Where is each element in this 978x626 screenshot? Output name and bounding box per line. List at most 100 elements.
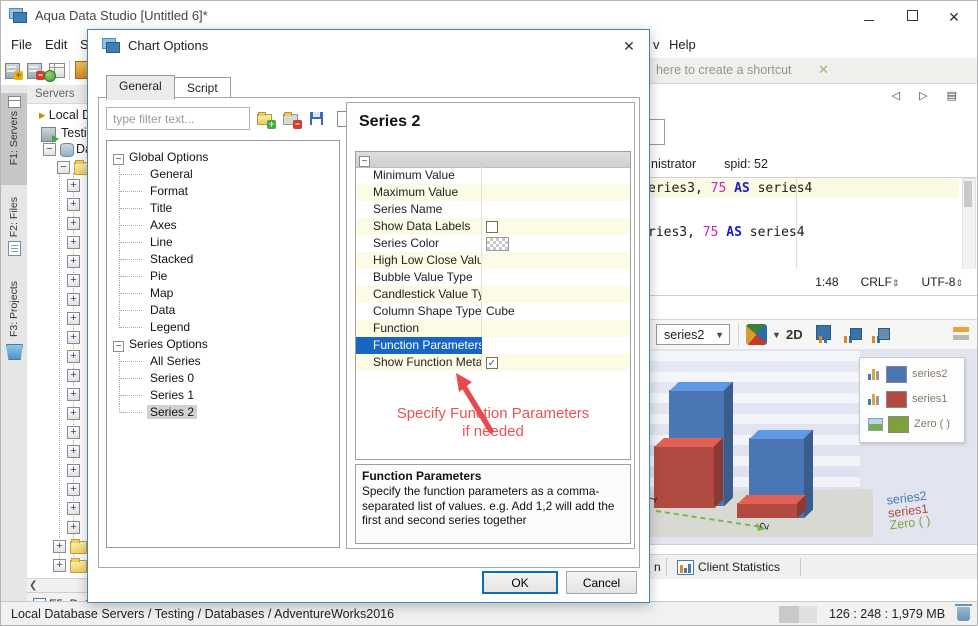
shortcut-close-icon[interactable]: ✕ bbox=[818, 62, 829, 77]
property-row[interactable]: Function bbox=[356, 320, 630, 337]
tree-expand-icon[interactable]: + bbox=[67, 350, 80, 363]
encoding[interactable]: UTF-8⇕ bbox=[921, 275, 963, 289]
tree-expand-icon[interactable]: + bbox=[67, 407, 80, 420]
property-value[interactable] bbox=[482, 337, 630, 354]
tree-expand-icon[interactable]: + bbox=[67, 217, 80, 230]
property-value[interactable] bbox=[482, 252, 630, 269]
property-value[interactable] bbox=[482, 320, 630, 337]
property-row[interactable]: Show Function Meta… ✓ bbox=[356, 354, 630, 371]
property-row[interactable]: Column Shape Type Cube bbox=[356, 303, 630, 320]
tree-expand-icon[interactable]: + bbox=[67, 464, 80, 477]
tree-expand-icon[interactable]: + bbox=[67, 312, 80, 325]
tree-expand-icon[interactable]: + bbox=[67, 255, 80, 268]
menu-partial[interactable]: S bbox=[80, 37, 89, 52]
collapse-icon[interactable]: − bbox=[359, 156, 370, 167]
tree-collapse-icon[interactable]: − bbox=[57, 161, 70, 174]
tree-expand-icon[interactable]: + bbox=[67, 502, 80, 515]
property-row[interactable]: Maximum Value bbox=[356, 184, 630, 201]
property-row[interactable]: Series Name bbox=[356, 201, 630, 218]
tree-expand-icon[interactable]: + bbox=[53, 559, 66, 572]
property-row[interactable]: High Low Close Valu… bbox=[356, 252, 630, 269]
tree-item-testing[interactable]: Testing bbox=[61, 126, 87, 140]
menu-help[interactable]: Help bbox=[669, 37, 696, 52]
tree-item-series-0[interactable]: Series 0 bbox=[107, 370, 339, 387]
tree-expand-icon[interactable]: + bbox=[53, 540, 66, 553]
tab-partial[interactable]: n bbox=[654, 560, 661, 574]
details-tab[interactable]: F5: Det bbox=[27, 592, 87, 601]
property-value[interactable] bbox=[482, 201, 630, 218]
chevron-down-icon[interactable]: ▼ bbox=[772, 330, 781, 340]
cancel-button[interactable]: Cancel bbox=[566, 571, 637, 594]
sql-line[interactable]: eries3, 75 AS series4 bbox=[648, 179, 959, 198]
connection-combo[interactable] bbox=[648, 119, 665, 145]
tree-expand-icon[interactable]: + bbox=[67, 293, 80, 306]
table-data-icon[interactable] bbox=[44, 60, 67, 82]
property-row[interactable]: Candlestick Value Type bbox=[356, 286, 630, 303]
close-icon[interactable]: ✕ bbox=[948, 9, 960, 25]
property-row[interactable]: Show Data Labels bbox=[356, 218, 630, 235]
tree-expand-icon[interactable]: + bbox=[67, 369, 80, 382]
tree-item-series-1[interactable]: Series 1 bbox=[107, 387, 339, 404]
trash-bucket-icon[interactable] bbox=[6, 344, 23, 360]
chart-option1-icon[interactable] bbox=[844, 325, 864, 343]
property-row[interactable]: Bubble Value Type bbox=[356, 269, 630, 286]
tree-expand-icon[interactable]: + bbox=[67, 483, 80, 496]
property-value[interactable]: Cube bbox=[486, 304, 515, 318]
register-server-icon[interactable]: + bbox=[3, 60, 23, 80]
tab-client-statistics[interactable]: Client Statistics bbox=[698, 560, 781, 574]
property-value[interactable] bbox=[482, 235, 630, 252]
tree-group-global-options[interactable]: − Global Options bbox=[107, 149, 339, 166]
tree-item-pie[interactable]: Pie bbox=[107, 268, 339, 285]
horizontal-scrollbar[interactable]: ❮ bbox=[27, 578, 87, 592]
unregister-server-icon[interactable]: − bbox=[25, 60, 45, 80]
tree-item-legend[interactable]: Legend bbox=[107, 319, 339, 336]
collapse-icon[interactable]: − bbox=[113, 341, 124, 352]
chart-option2-icon[interactable] bbox=[872, 325, 892, 343]
dock-tab-servers[interactable]: F1: Servers bbox=[1, 93, 27, 185]
dialog-close-icon[interactable]: ✕ bbox=[623, 38, 635, 54]
menu-file[interactable]: File bbox=[11, 37, 32, 52]
filter-input[interactable] bbox=[106, 107, 250, 130]
tree-item-data[interactable]: Data bbox=[107, 302, 339, 319]
mode-2d-button[interactable]: 2D bbox=[786, 327, 803, 342]
menu-partial-right[interactable]: v bbox=[653, 37, 660, 52]
add-item-icon[interactable]: + bbox=[256, 109, 276, 129]
tree-group-series-options[interactable]: − Series Options bbox=[107, 336, 339, 353]
minimize-icon[interactable] bbox=[854, 9, 884, 25]
tree-item-line[interactable]: Line bbox=[107, 234, 339, 251]
tree-expand-icon[interactable]: + bbox=[67, 198, 80, 211]
eol-mode[interactable]: CRLF⇕ bbox=[860, 275, 900, 289]
tree-item-local-databases[interactable]: ▸ Local Datab bbox=[39, 108, 87, 122]
tree-item-general[interactable]: General bbox=[107, 166, 339, 183]
tree-item-all-series[interactable]: All Series bbox=[107, 353, 339, 370]
tab-general[interactable]: General bbox=[106, 75, 175, 100]
editor-split-divider[interactable] bbox=[796, 178, 797, 269]
tree-expand-icon[interactable]: + bbox=[67, 445, 80, 458]
ok-button[interactable]: OK bbox=[482, 571, 558, 594]
tree-expand-icon[interactable]: + bbox=[67, 388, 80, 401]
checkbox-icon[interactable] bbox=[486, 220, 498, 233]
save-icon[interactable] bbox=[308, 109, 328, 129]
tree-item-map[interactable]: Map bbox=[107, 285, 339, 302]
tree-collapse-icon[interactable]: − bbox=[43, 143, 56, 156]
property-row[interactable]: Function Parameters bbox=[356, 337, 630, 354]
gc-trash-icon[interactable] bbox=[955, 604, 972, 621]
property-value[interactable] bbox=[482, 269, 630, 286]
tree-expand-icon[interactable]: + bbox=[67, 274, 80, 287]
chart-type-icon[interactable] bbox=[746, 324, 767, 345]
sql-line[interactable]: ries3, 75 AS series4 bbox=[648, 225, 805, 240]
tree-item-format[interactable]: Format bbox=[107, 183, 339, 200]
menu-edit[interactable]: Edit bbox=[45, 37, 68, 52]
legend-toggle-icon[interactable] bbox=[953, 326, 971, 342]
chart-preview[interactable]: 1 2 series2 series1 Zero ( ) series2 series… bbox=[648, 349, 977, 545]
property-value[interactable] bbox=[482, 184, 630, 201]
remove-item-icon[interactable]: − bbox=[282, 109, 302, 129]
tree-item-stacked[interactable]: Stacked bbox=[107, 251, 339, 268]
tree-expand-icon[interactable]: + bbox=[67, 331, 80, 344]
editor-scrollbar[interactable] bbox=[962, 178, 976, 271]
checkbox-icon[interactable]: ✓ bbox=[486, 356, 498, 369]
tree-expand-icon[interactable]: + bbox=[67, 521, 80, 534]
tree-expand-icon[interactable]: + bbox=[67, 236, 80, 249]
dock-tab-files[interactable]: F2: Files bbox=[1, 197, 27, 283]
tree-expand-icon[interactable]: + bbox=[67, 426, 80, 439]
